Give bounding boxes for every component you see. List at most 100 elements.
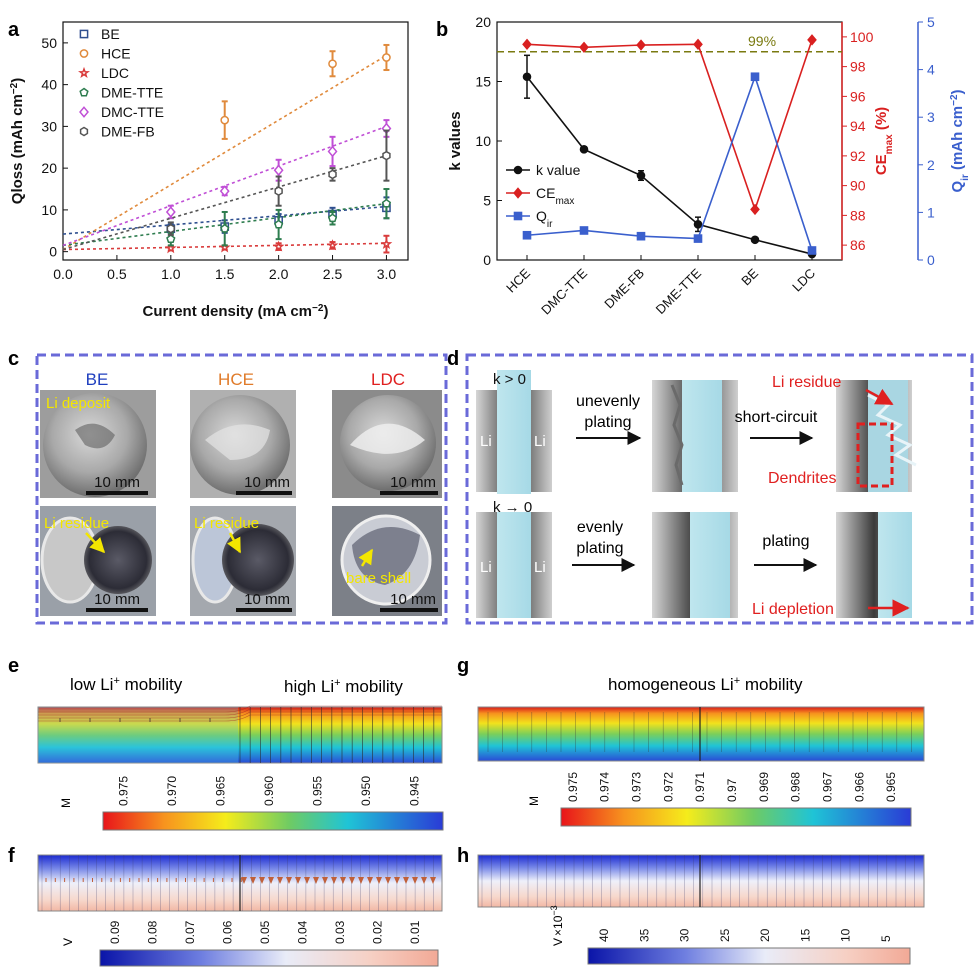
xtick-label-b: BE	[738, 265, 761, 288]
vector-arrow	[340, 877, 346, 884]
point	[579, 41, 589, 54]
colorbar-g-tick: 0.972	[661, 772, 675, 802]
label-li-depletion: Li depletion	[752, 601, 834, 618]
label-unevenly: unevenly	[576, 393, 640, 410]
ytick-label-ce: 90	[850, 178, 866, 194]
vector-arrow	[331, 877, 337, 884]
vector-arrow	[250, 877, 256, 884]
point	[166, 223, 175, 234]
colorbar-h: V×10−3 40 35 30 25 20 15 10 5	[549, 905, 911, 965]
legend-label-dme-tte: DME-TTE	[101, 85, 163, 101]
ytick-label-ce: 92	[850, 148, 866, 164]
panel-label-g: g	[457, 655, 469, 677]
colorbar-g-tick: 0.973	[630, 772, 644, 802]
legend-marker-dme-fb	[79, 126, 89, 137]
vector-arrow	[358, 877, 364, 884]
colorbar-e-tick: 0.955	[311, 776, 325, 806]
vector-arrow	[322, 877, 328, 884]
panel-label-e: e	[8, 655, 19, 677]
series-ldc	[62, 234, 393, 254]
scale-ldc-bottom: 10 mm	[390, 591, 436, 608]
legend-marker	[513, 187, 523, 199]
legend-marker	[513, 165, 523, 175]
legend-label-hce: HCE	[101, 46, 131, 62]
colorbar-e-tick: 0.965	[213, 776, 227, 806]
xtick-label-b: HCE	[503, 265, 533, 295]
label-k-zero: k → 0	[493, 499, 532, 516]
colorbar-g-tick: 0.97	[725, 778, 739, 802]
scale-ldc-top: 10 mm	[390, 474, 436, 491]
ytick-label-q: 1	[927, 204, 935, 220]
contour-h	[477, 854, 925, 908]
label-li-right-bottom: Li	[534, 559, 546, 576]
ylabel-a: Qloss (mAh cm−2)	[9, 78, 27, 204]
colorbar-g-tick: 0.968	[789, 772, 803, 802]
colorbar-h-tick: 25	[718, 928, 732, 942]
scale-be-top: 10 mm	[94, 474, 140, 491]
annot-li-residue-hce: Li residue	[194, 515, 259, 532]
panel-d-frame	[465, 353, 974, 625]
vector-arrow	[313, 877, 319, 884]
point	[750, 235, 760, 245]
contour-line	[38, 705, 442, 713]
vector-arrow	[268, 877, 274, 884]
vector-arrow	[412, 877, 418, 884]
point	[220, 223, 230, 233]
contour-f	[37, 854, 443, 912]
ytick-label-b: 10	[475, 133, 491, 149]
annot-li-residue-be: Li residue	[44, 515, 109, 532]
colorbar-f-tick: 0.09	[108, 920, 122, 944]
point	[165, 206, 176, 218]
axes-frame-a	[62, 21, 409, 261]
colorbar-e-tick: 0.950	[359, 776, 373, 806]
label-short-circuit: short-circuit	[735, 409, 818, 426]
point	[166, 234, 176, 244]
ytick-label-b: 5	[483, 193, 491, 209]
ytick-label-q: 3	[927, 109, 935, 125]
ytick-label-b: 15	[475, 74, 491, 90]
ylabel-left-b: k values	[447, 111, 464, 170]
colorbar-g-tick: 0.965	[884, 772, 898, 802]
unit-h: V×10−3	[549, 905, 565, 946]
colorbar-g-tick: 0.966	[852, 772, 866, 802]
point	[807, 246, 817, 255]
xtick-label-b: DME-TTE	[653, 265, 705, 317]
point	[579, 226, 589, 235]
colorbar-f-tick: 0.07	[183, 920, 197, 944]
ytick-label-ce: 96	[850, 88, 866, 104]
ytick-label-q: 5	[927, 14, 935, 30]
series-dme-fb	[62, 129, 391, 251]
panel-label-b: b	[436, 19, 448, 41]
series-line	[526, 74, 813, 251]
chart-b: 0 5 10 15 20 86 88 90 92 94 96 98 100 0 1 2 3 4 5 HCE DMC-TT…	[447, 14, 971, 317]
series-qir	[522, 72, 817, 255]
ytick-label-q: 4	[927, 62, 935, 78]
scale-be-bottom: 10 mm	[94, 591, 140, 608]
vector-arrow	[403, 877, 409, 884]
colorbar-f-tick: 0.06	[220, 920, 234, 944]
colorbar-h-tick: 40	[597, 928, 611, 942]
colorbar-e-tick: 0.970	[165, 776, 179, 806]
contour-line	[38, 708, 442, 716]
label-high-mobility: high Li+ mobility	[284, 677, 403, 696]
ytick-label-q: 0	[927, 252, 935, 268]
annot-bare-shell: bare shell	[346, 570, 411, 587]
vector-arrow	[376, 877, 382, 884]
panel-label-d: d	[447, 348, 459, 370]
point	[522, 230, 532, 240]
panel-c-frame	[35, 353, 448, 625]
label-hce: HCE	[218, 370, 254, 389]
label-li-residue-d: Li residue	[772, 374, 841, 391]
ytick-label-ce: 88	[850, 207, 866, 223]
scale-hce-top: 10 mm	[244, 474, 290, 491]
colorbar-e-tick: 0.975	[116, 776, 130, 806]
panel-label-c: c	[8, 348, 19, 370]
vector-arrow	[385, 877, 391, 884]
vector-arrow	[349, 877, 355, 884]
point	[326, 239, 339, 251]
xtick-label-a: 1.5	[215, 266, 235, 282]
xtick-label-a: 2.5	[323, 266, 343, 282]
point	[522, 38, 532, 51]
point	[381, 198, 392, 208]
scale-hce-bottom: 10 mm	[244, 591, 290, 608]
